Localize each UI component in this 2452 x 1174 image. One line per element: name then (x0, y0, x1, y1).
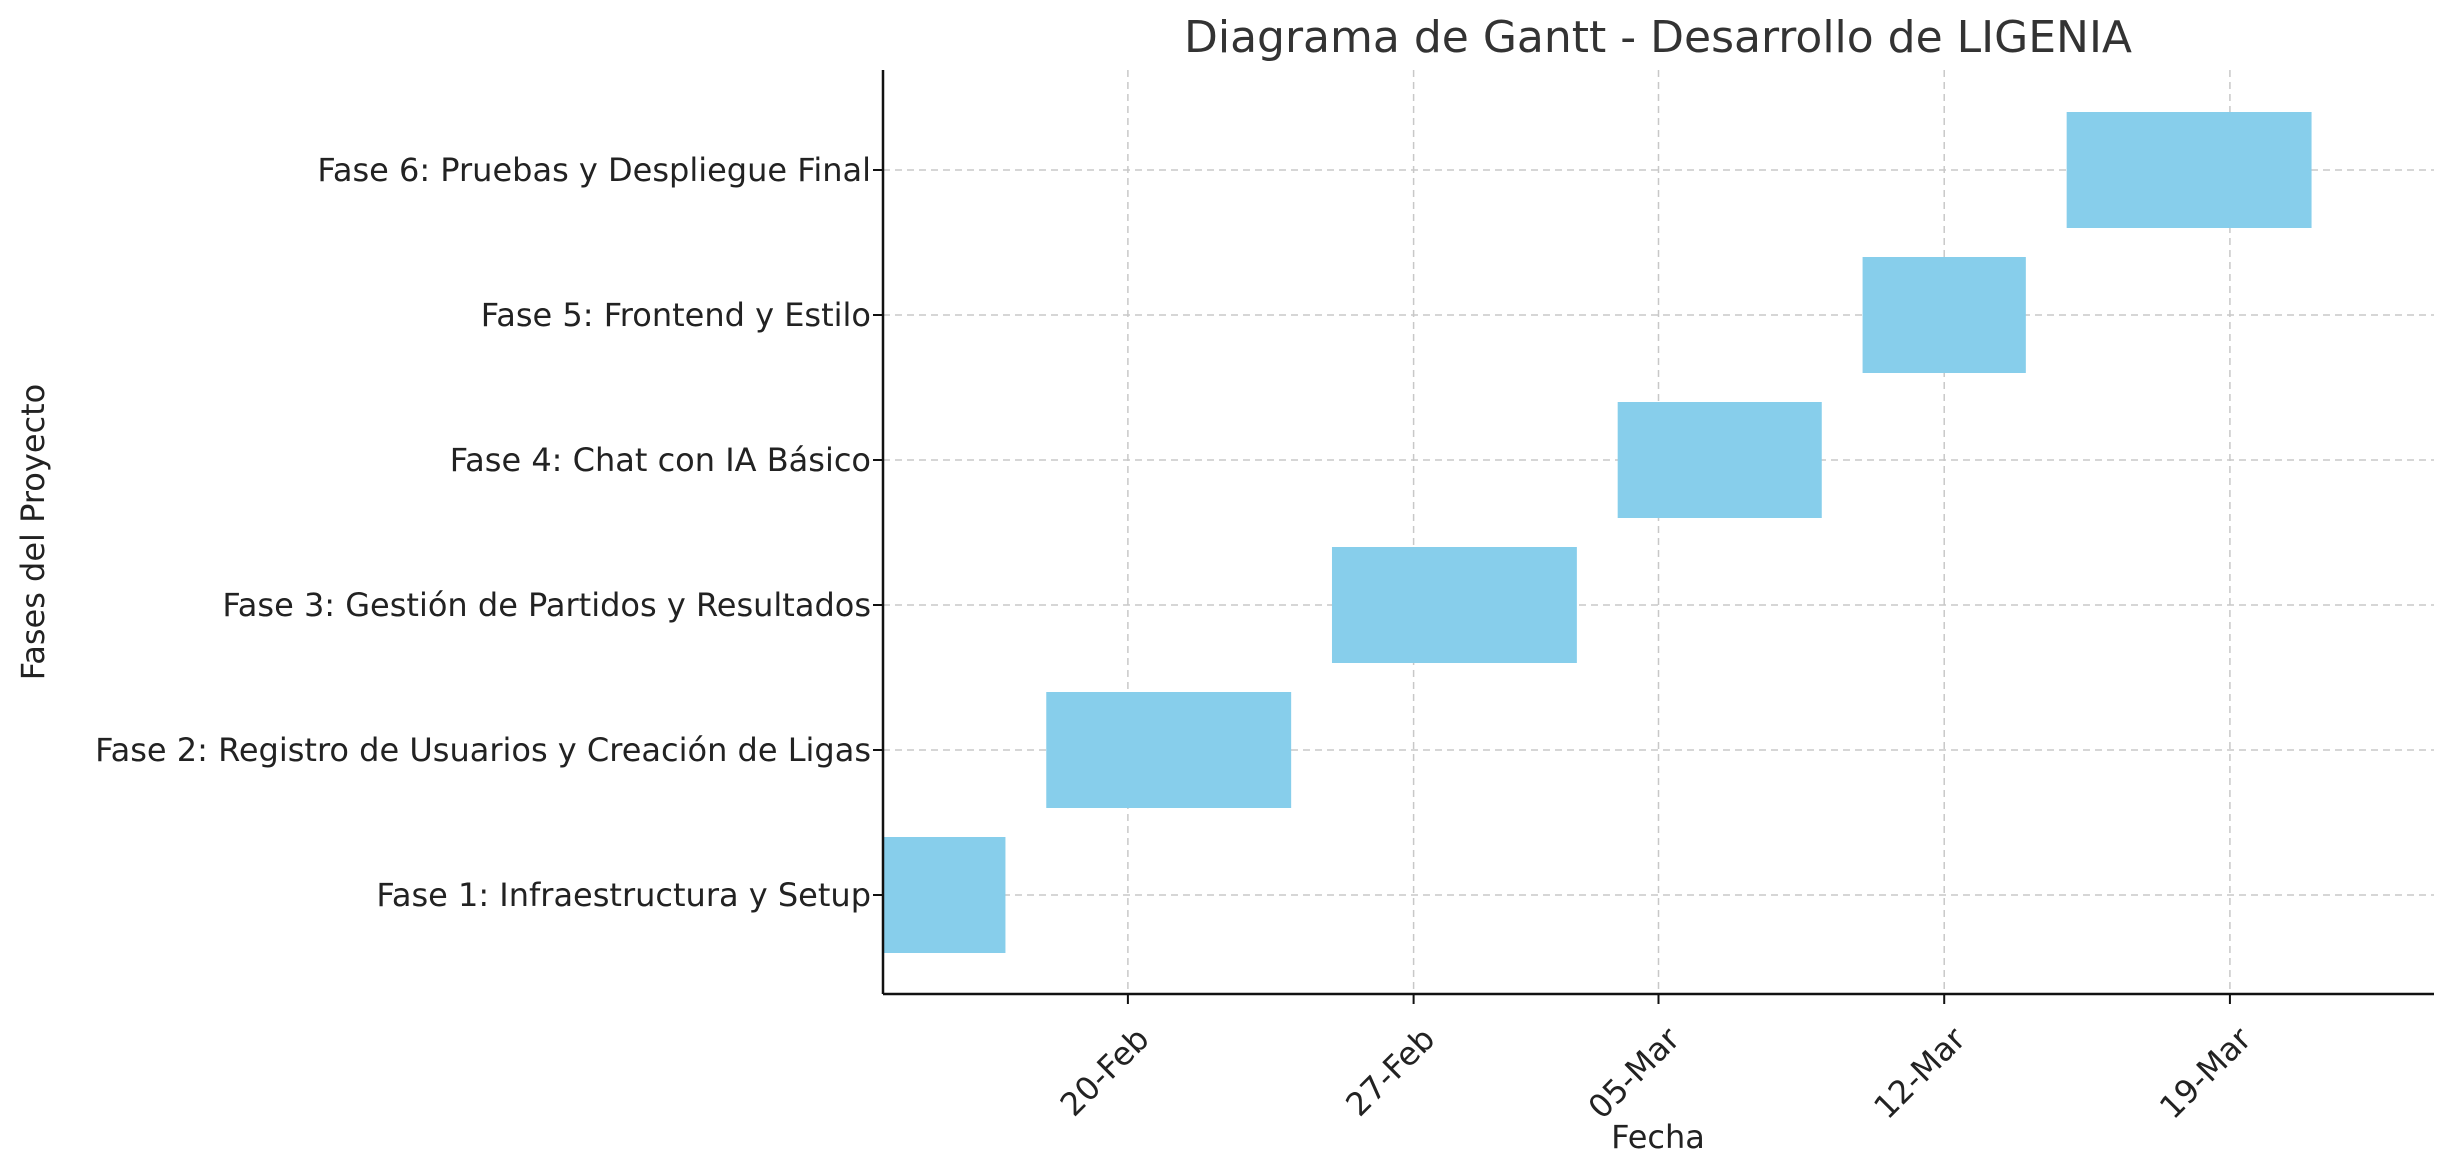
y-tick-label: Fase 6: Pruebas y Despliegue Final (317, 151, 871, 189)
y-tick-label: Fase 1: Infraestructura y Setup (376, 876, 871, 914)
y-tick-label: Fase 2: Registro de Usuarios y Creación … (95, 731, 871, 769)
gantt-bar (1331, 547, 1577, 663)
y-tick-label: Fase 3: Gestión de Partidos y Resultados (222, 586, 871, 624)
x-tick-label: 27-Feb (1338, 1020, 1442, 1124)
x-tick-label: 12-Mar (1866, 1019, 1973, 1126)
y-tick-label: Fase 5: Frontend y Estilo (481, 296, 871, 334)
gantt-bar (2066, 112, 2312, 228)
x-tick-label: 20-Feb (1053, 1020, 1157, 1124)
gantt-bar (1617, 402, 1822, 518)
y-tick-labels: Fase 1: Infraestructura y Setup Fase 2: R… (95, 151, 871, 914)
gantt-bar (883, 837, 1006, 953)
gantt-bar (1862, 257, 2026, 373)
gantt-bar (1046, 692, 1292, 808)
x-tick-labels: 20-Feb 27-Feb 05-Mar 12-Mar 19-Mar (1053, 1019, 2260, 1126)
x-axis-label: Fecha (1611, 1118, 1705, 1156)
y-tick-label: Fase 4: Chat con IA Básico (450, 441, 871, 479)
axes (873, 70, 2434, 1004)
bars (883, 112, 2312, 953)
y-axis-label: Fases del Proyecto (14, 384, 52, 680)
x-tick-label: 19-Mar (2152, 1019, 2259, 1126)
chart-title: Diagrama de Gantt - Desarrollo de LIGENI… (1184, 12, 2132, 63)
x-tick-label: 05-Mar (1581, 1019, 1688, 1126)
